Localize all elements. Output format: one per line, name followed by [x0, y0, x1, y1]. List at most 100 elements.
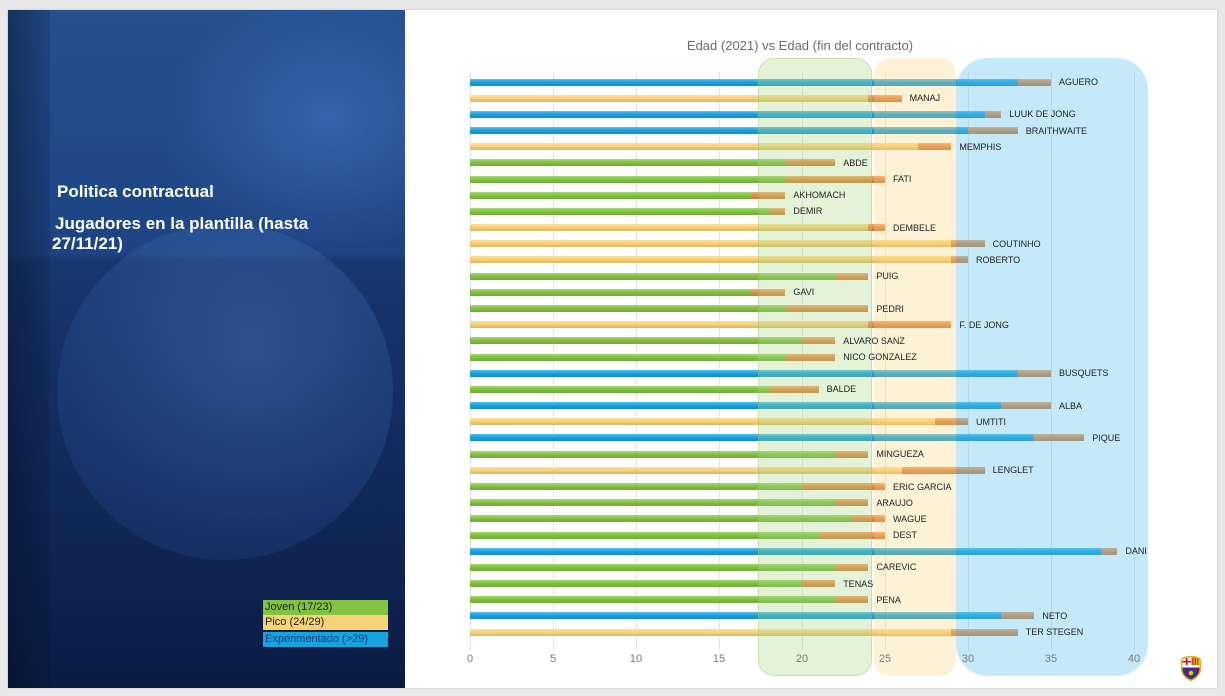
bar-age-2021: [470, 94, 869, 102]
bar-contract-remaining: [901, 466, 985, 474]
chart-title: Edad (2021) vs Edad (fin del contracto): [686, 38, 914, 53]
player-label: BALDE: [826, 384, 857, 395]
player-label: WAGUE: [893, 513, 927, 524]
bar-age-2021: [470, 191, 753, 199]
bar-age-2021: [470, 580, 802, 588]
bar-age-2021: [470, 434, 1035, 442]
bar-contract-remaining: [951, 240, 985, 248]
zone-pico: [874, 58, 957, 676]
chart-grid: [8, 10, 1217, 688]
bar-age-2021: [470, 337, 802, 345]
bar-age-2021: [470, 272, 836, 280]
player-label: NICO GONZALEZ: [843, 352, 917, 363]
player-label: GAVI: [793, 287, 815, 298]
bar-age-2021: [470, 207, 769, 215]
gridline: [1051, 72, 1052, 650]
player-label: DEMBELE: [893, 222, 937, 233]
player-label: MINGUEZA: [876, 449, 924, 460]
bar-age-2021: [470, 175, 786, 183]
player-label: CAREVIC: [876, 562, 917, 573]
bar-contract-remaining: [968, 127, 1018, 135]
player-label: AKHOMACH: [793, 190, 846, 201]
player-label: TER STEGEN: [1025, 627, 1084, 638]
bar-contract-remaining: [818, 531, 885, 539]
bar-age-2021: [470, 78, 1018, 86]
bar-age-2021: [470, 466, 902, 474]
bar-age-2021: [470, 127, 968, 135]
gridline: [719, 72, 720, 650]
chart-x-axis: 0 5 10 15 20 25 30 35 40: [8, 10, 1217, 688]
player-label: ALBA: [1059, 400, 1083, 411]
left-panel: Politica contractual Jugadores en la pla…: [8, 10, 405, 688]
bar-age-2021: [470, 418, 935, 426]
bar-contract-remaining: [768, 385, 819, 393]
bar-contract-remaining: [768, 207, 786, 215]
player-label: LUUK DE JONG: [1009, 109, 1076, 120]
bar-age-2021: [470, 450, 836, 458]
x-tick-label: 10: [629, 653, 643, 665]
x-tick-label: 5: [549, 653, 557, 665]
player-label: DEST: [893, 530, 918, 541]
player-label: DANI: [1125, 546, 1147, 557]
zone-joven: [758, 58, 872, 676]
gridline: [636, 72, 637, 650]
player-label: DEMIR: [793, 206, 823, 217]
slide: Politica contractual Jugadores en la pla…: [8, 10, 1217, 688]
bar-age-2021: [470, 256, 952, 264]
bar-contract-remaining: [785, 159, 836, 167]
bar-contract-remaining: [868, 321, 952, 329]
x-tick-label: 20: [795, 653, 809, 665]
bar-age-2021: [470, 240, 952, 248]
panel-decoration-circle: [57, 224, 393, 560]
player-label: BRAITHWAITE: [1025, 125, 1087, 136]
bar-contract-remaining: [835, 563, 869, 571]
bar-contract-remaining: [802, 483, 885, 490]
player-label: ABDE: [843, 157, 868, 168]
x-tick-label: 40: [1127, 653, 1141, 665]
bar-age-2021: [470, 321, 869, 329]
legend: Joven (17/23) Pico (24/29) Experimentado…: [263, 600, 388, 647]
player-label: BUSQUETS: [1059, 368, 1109, 379]
bar-age-2021: [470, 402, 1002, 410]
x-tick-label: 15: [712, 653, 726, 665]
bar-age-2021: [470, 547, 1101, 555]
bar-contract-remaining: [851, 515, 885, 523]
bar-contract-remaining: [785, 175, 885, 183]
bar-age-2021: [470, 385, 769, 393]
zone-experimentado: [956, 58, 1149, 676]
gridline: [968, 72, 969, 650]
gridline: [1134, 72, 1135, 650]
bar-age-2021: [470, 499, 836, 507]
bar-contract-remaining: [1017, 369, 1051, 377]
bar-contract-remaining: [752, 191, 786, 199]
bar-contract-remaining: [984, 110, 1002, 118]
player-label: ALVARO SANZ: [843, 335, 905, 346]
x-tick-label: 25: [878, 653, 892, 665]
player-label: UMTITI: [976, 416, 1006, 427]
club-crest-logo: [1180, 655, 1202, 682]
bar-age-2021: [470, 224, 869, 232]
bar-contract-remaining: [951, 256, 968, 264]
slide-subheading: Jugadores en la plantilla (hasta 27/11/2…: [52, 214, 309, 253]
bar-contract-remaining: [835, 272, 869, 280]
bar-age-2021: [470, 531, 819, 539]
bar-contract-remaining: [1001, 402, 1051, 410]
legend-item-pico: Pico (24/29): [263, 615, 388, 630]
x-tick-label: 0: [466, 653, 474, 665]
bar-age-2021: [470, 483, 802, 490]
bar-contract-remaining: [1034, 434, 1085, 442]
bar-contract-remaining: [785, 305, 869, 313]
player-label: PENA: [876, 594, 901, 605]
bar-age-2021: [470, 596, 836, 604]
x-tick-label: 30: [961, 653, 975, 665]
player-label: PIQUE: [1092, 432, 1121, 443]
bar-contract-remaining: [868, 94, 902, 102]
slide-heading: Politica contractual: [57, 182, 214, 201]
chart-age-zones: [8, 10, 1217, 688]
player-label: NETO: [1042, 610, 1068, 621]
player-label: MANAJ: [909, 93, 941, 104]
x-tick-label: 35: [1044, 653, 1058, 665]
bar-contract-remaining: [1017, 78, 1051, 86]
bar-age-2021: [470, 159, 786, 167]
legend-item-joven: Joven (17/23): [263, 600, 388, 615]
